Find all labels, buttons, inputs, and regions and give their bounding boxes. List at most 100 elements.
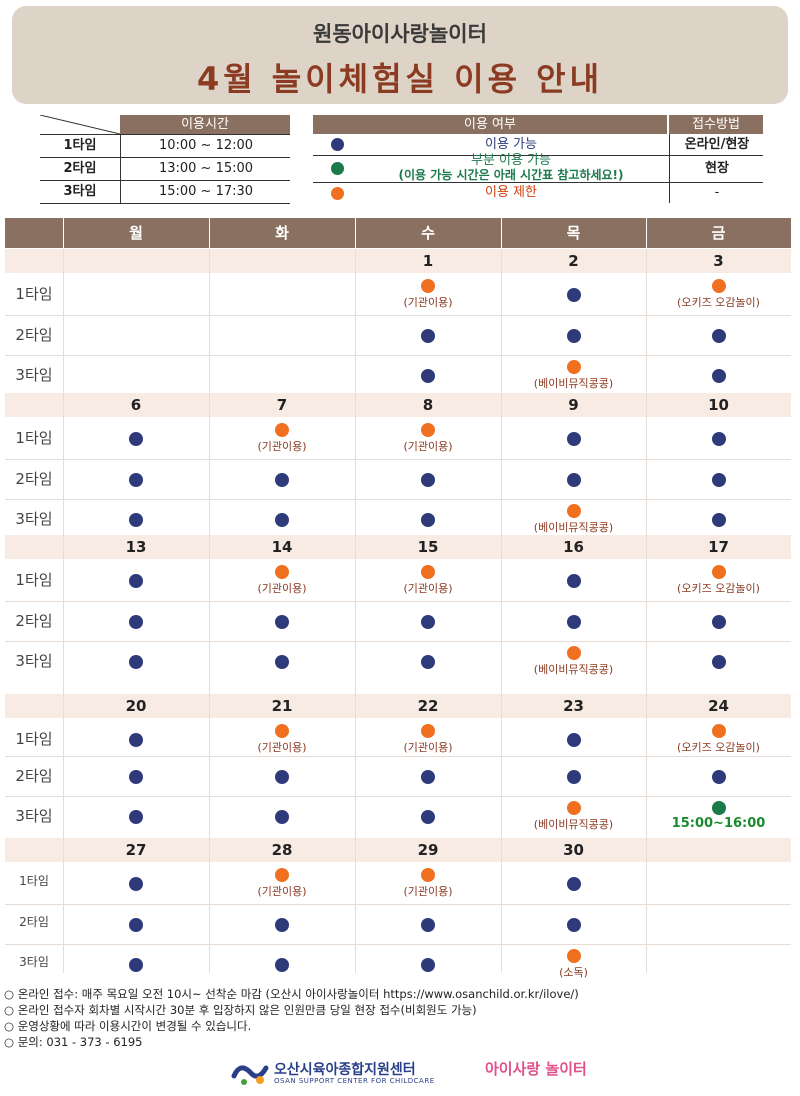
slot-cell <box>63 574 209 588</box>
time-slot-name: 2타임 <box>63 161 97 176</box>
date-row <box>5 393 791 417</box>
slot-note: (기관이용) <box>257 440 307 453</box>
slot-note: (베이비뮤직콩콩) <box>533 521 614 534</box>
legend-text: 이용 제한 <box>485 185 537 200</box>
column-divider <box>646 535 647 694</box>
restricted-dot-icon <box>421 565 435 579</box>
slot-cell: (베이비뮤직콩콩) <box>501 360 646 391</box>
available-dot-icon <box>711 615 726 629</box>
column-divider <box>355 249 356 393</box>
header-divider <box>501 218 502 248</box>
available-dot-icon <box>421 958 435 972</box>
column-divider <box>209 694 210 838</box>
notes: ○ 온라인 접수: 매주 목요일 오전 10시~ 선착순 마감 (오산시 아이사… <box>4 986 794 1050</box>
slot-cell <box>63 810 209 824</box>
available-dot-icon <box>275 770 289 784</box>
time-table-header-row: 이용시간 <box>40 115 290 135</box>
date-number: 3 <box>713 252 724 270</box>
available-dot-icon <box>711 473 726 487</box>
slot-cell: (기관이용) <box>355 279 501 310</box>
legend-method: 온라인/현장 <box>669 134 764 155</box>
slot-label-2: 2타임 <box>19 915 49 929</box>
column-divider <box>63 838 64 973</box>
slot-cell <box>63 655 209 669</box>
slot-cell <box>646 329 791 343</box>
available-dot-icon <box>129 770 143 784</box>
slot-label-3: 3타임 <box>15 366 53 384</box>
available-dot-icon <box>421 810 435 824</box>
slot-cell <box>355 615 501 629</box>
day-header-wed: 수 <box>421 224 435 242</box>
slot-cell <box>209 615 355 629</box>
osan-logo-icon <box>231 1065 269 1085</box>
date-number: 9 <box>568 396 579 414</box>
available-dot-icon <box>421 513 435 527</box>
slot-label-1: 1타임 <box>15 730 53 748</box>
slot-cell <box>355 473 501 487</box>
slot-cell: (오키즈 오감놀이) <box>646 565 791 596</box>
slot-cell: (기관이용) <box>209 423 355 454</box>
column-divider <box>355 694 356 838</box>
column-divider <box>209 249 210 393</box>
date-number: 28 <box>271 841 293 859</box>
slot-cell <box>355 329 501 343</box>
time-slot-name: 3타임 <box>63 184 97 199</box>
available-dot-icon <box>129 574 143 588</box>
slot-cell: (오키즈 오감놀이) <box>646 279 791 310</box>
date-number <box>63 249 209 273</box>
date-row <box>5 694 791 718</box>
available-dot-icon <box>566 770 581 784</box>
slot-cell <box>355 810 501 824</box>
slot-cell: (베이비뮤직콩콩) <box>501 646 646 677</box>
legend-row-restricted: 이용 제한 - <box>313 183 763 203</box>
note-walkin: ○ 온라인 접수자 회차별 시작시간 30분 후 입장하지 않은 인원만큼 당일… <box>4 1003 477 1017</box>
date-number: 1 <box>422 252 434 270</box>
slot-cell: 15:00~16:00 <box>646 801 791 831</box>
slot-cell <box>501 288 646 302</box>
slot-note: (기관이용) <box>403 885 453 898</box>
restricted-dot-icon <box>275 565 289 579</box>
restricted-dot-icon <box>275 423 289 437</box>
column-divider <box>63 694 64 838</box>
available-dot-icon <box>566 918 581 932</box>
available-dot-icon <box>129 473 143 487</box>
date-number: 6 <box>130 396 142 414</box>
legend-subtext: (이용 가능 시간은 아래 시간표 참고하세요!) <box>398 168 624 182</box>
slot-cell <box>63 473 209 487</box>
calendar-week: 27 28 29 30 1타임 (기관이용) (기관이용) 2타임 3타임 (소독) <box>5 838 791 979</box>
time-row: 2타임 13:00 ~ 15:00 <box>40 158 290 181</box>
slot-cell <box>355 958 501 972</box>
calendar-week: 13 14 15 16 17 1타임 (기관이용) (기관이용) (오키즈 오감놀이) 2타임 3타… <box>5 535 791 694</box>
slot-label-1: 1타임 <box>19 874 49 888</box>
slot-cell <box>646 615 791 629</box>
available-dot-icon <box>275 918 289 932</box>
date-number: 20 <box>125 697 147 715</box>
day-header-thu: 목 <box>566 224 581 242</box>
available-dot-icon <box>421 329 435 343</box>
restricted-dot-icon <box>566 360 581 374</box>
slot-note: 15:00~16:00 <box>671 816 766 831</box>
legend-header-method: 접수방법 <box>669 115 763 134</box>
calendar-week: 6 7 8 9 10 1타임 (기관이용) (기관이용) 2타임 3타임 (베이비뮤직콩콩) <box>5 393 791 535</box>
date-number <box>209 249 355 273</box>
date-number: 8 <box>422 396 434 414</box>
row-divider <box>5 355 791 356</box>
available-dot-icon <box>129 918 143 932</box>
slot-label-3: 3타임 <box>15 652 53 670</box>
restricted-dot-icon <box>566 504 581 518</box>
available-dot-icon <box>566 432 581 446</box>
column-divider <box>209 535 210 694</box>
time-row: 1타임 10:00 ~ 12:00 <box>40 135 290 158</box>
date-number: 27 <box>125 841 147 859</box>
row-divider <box>5 756 791 757</box>
column-divider <box>646 838 647 973</box>
slot-note: (기관이용) <box>403 582 453 595</box>
available-dot-icon <box>711 513 726 527</box>
date-number: 13 <box>125 538 147 556</box>
slot-cell <box>209 513 355 527</box>
date-number: 2 <box>568 252 579 270</box>
slot-cell <box>209 810 355 824</box>
available-dot-icon <box>421 369 435 383</box>
slot-cell <box>63 770 209 784</box>
